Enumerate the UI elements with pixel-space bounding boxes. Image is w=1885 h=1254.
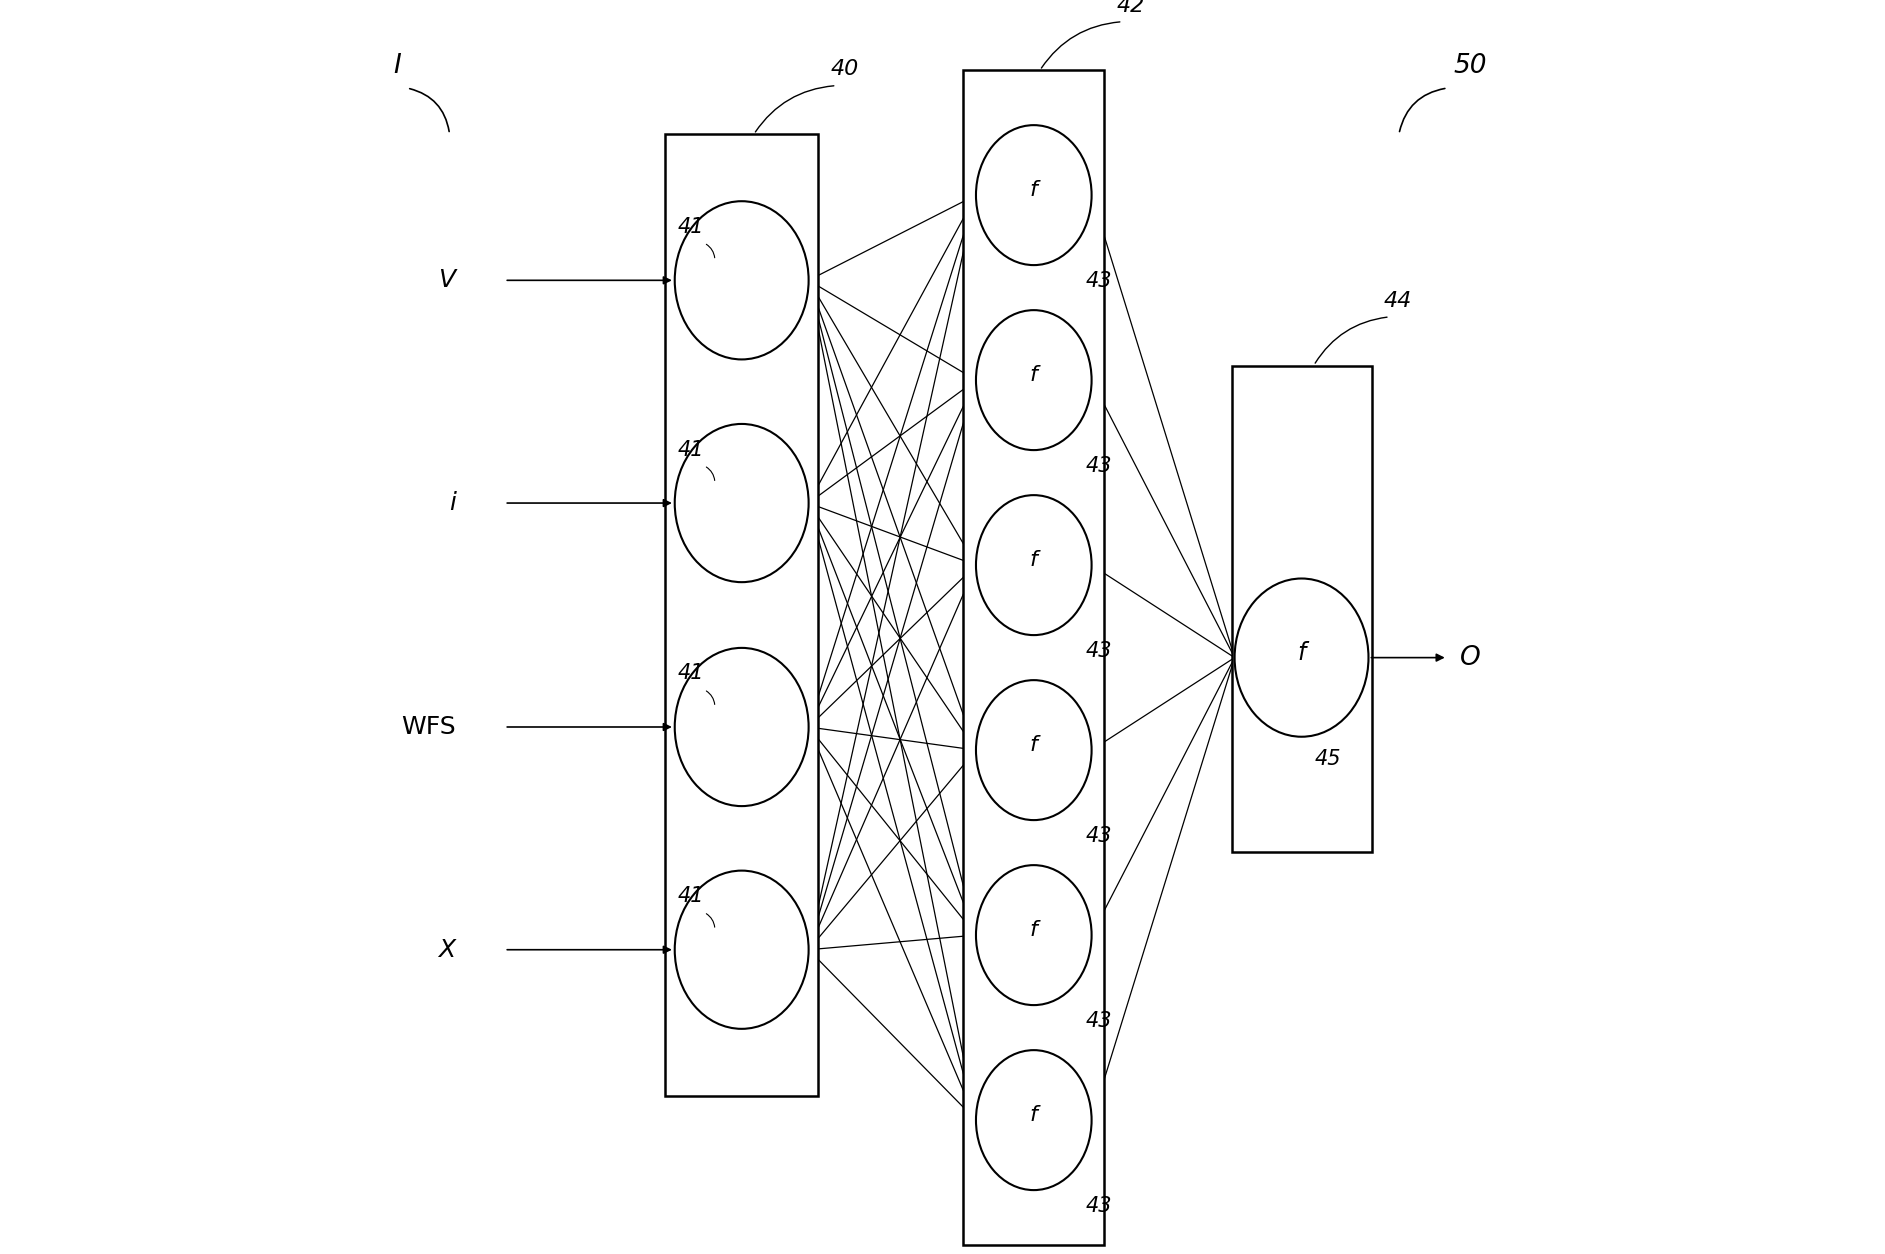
Text: f: f (1029, 181, 1039, 201)
Ellipse shape (976, 680, 1091, 820)
Bar (963, 70, 1105, 1245)
Text: 50: 50 (1453, 54, 1487, 79)
Text: 43: 43 (1086, 641, 1112, 661)
Ellipse shape (976, 495, 1091, 635)
Text: WFS: WFS (402, 715, 456, 739)
Text: 41: 41 (677, 887, 703, 907)
Ellipse shape (1235, 578, 1369, 737)
Text: 40: 40 (831, 59, 860, 79)
Bar (665, 134, 818, 1096)
Text: f: f (1029, 920, 1039, 940)
Text: O: O (1459, 645, 1480, 671)
Text: I: I (394, 54, 402, 79)
Text: i: i (449, 492, 456, 515)
Text: 43: 43 (1086, 826, 1112, 846)
Text: 43: 43 (1086, 456, 1112, 477)
Ellipse shape (976, 310, 1091, 450)
Ellipse shape (675, 870, 809, 1028)
Text: 42: 42 (1116, 0, 1144, 15)
Text: f: f (1029, 365, 1039, 385)
Text: 43: 43 (1086, 1196, 1112, 1216)
Text: 41: 41 (677, 217, 703, 237)
Ellipse shape (675, 424, 809, 582)
Ellipse shape (976, 865, 1091, 1006)
Text: 41: 41 (677, 663, 703, 683)
Text: f: f (1297, 641, 1306, 665)
Ellipse shape (976, 125, 1091, 265)
Text: 45: 45 (1316, 749, 1342, 769)
Text: f: f (1029, 1105, 1039, 1125)
Text: 41: 41 (677, 440, 703, 459)
Bar (1231, 365, 1372, 853)
Text: f: f (1029, 551, 1039, 571)
Ellipse shape (976, 1050, 1091, 1190)
Ellipse shape (675, 201, 809, 360)
Text: V: V (439, 268, 456, 292)
Text: 44: 44 (1384, 291, 1412, 311)
Text: 43: 43 (1086, 271, 1112, 291)
Text: f: f (1029, 735, 1039, 755)
Text: 43: 43 (1086, 1011, 1112, 1031)
Text: X: X (439, 938, 456, 962)
Ellipse shape (675, 648, 809, 806)
